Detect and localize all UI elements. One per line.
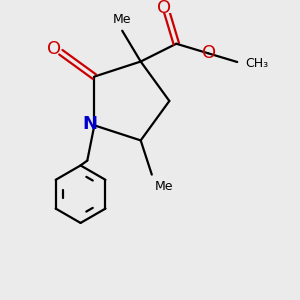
Text: N: N xyxy=(82,115,98,133)
Text: CH₃: CH₃ xyxy=(245,57,268,70)
Text: Me: Me xyxy=(154,180,173,193)
Text: Me: Me xyxy=(113,13,131,26)
Text: O: O xyxy=(47,40,61,58)
Text: O: O xyxy=(202,44,216,62)
Text: O: O xyxy=(157,0,171,17)
